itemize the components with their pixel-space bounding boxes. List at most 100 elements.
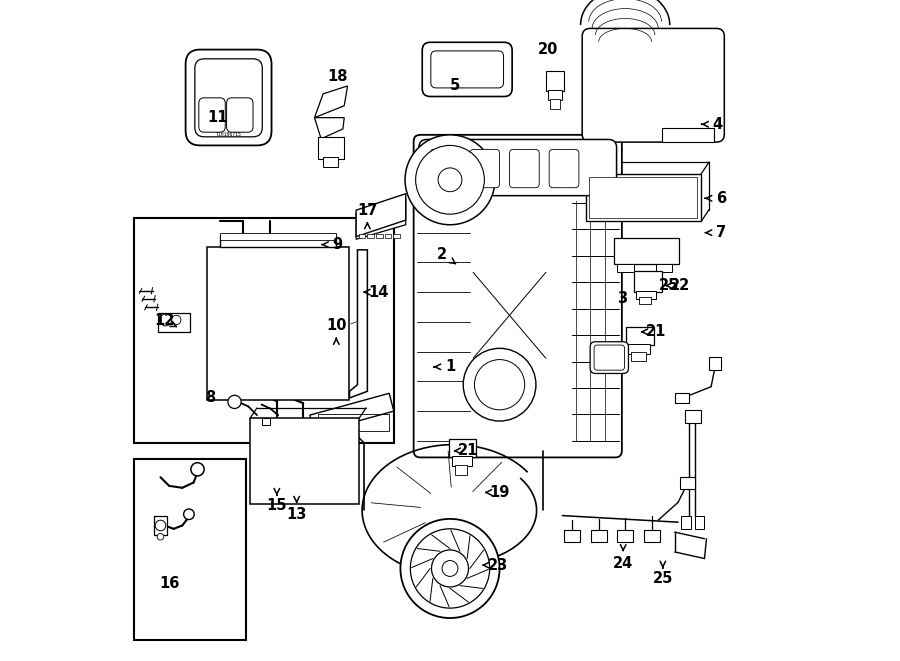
Text: 11: 11	[207, 110, 228, 125]
Circle shape	[184, 509, 194, 520]
Text: 15: 15	[266, 498, 287, 513]
Polygon shape	[356, 194, 406, 237]
Circle shape	[160, 314, 172, 326]
Bar	[359, 234, 365, 238]
Text: 2: 2	[437, 247, 447, 262]
Text: 17: 17	[357, 203, 378, 217]
Bar	[393, 234, 400, 238]
Bar	[662, 128, 715, 142]
Text: 13: 13	[286, 507, 307, 522]
Text: 18: 18	[328, 69, 348, 83]
Text: 21: 21	[458, 444, 479, 458]
Circle shape	[410, 529, 490, 608]
Circle shape	[474, 360, 525, 410]
FancyBboxPatch shape	[509, 149, 539, 188]
Bar	[318, 137, 344, 159]
Text: 22: 22	[670, 278, 690, 293]
Text: 25: 25	[660, 278, 680, 293]
FancyBboxPatch shape	[430, 149, 460, 188]
Text: 3: 3	[616, 292, 627, 306]
Bar	[695, 516, 705, 529]
Bar	[250, 418, 359, 504]
Text: 7: 7	[716, 225, 726, 240]
Text: 24: 24	[613, 556, 634, 570]
Text: 14: 14	[368, 285, 389, 299]
Bar	[452, 456, 472, 466]
Bar	[564, 530, 580, 542]
Text: 9: 9	[333, 237, 343, 252]
Bar	[590, 530, 607, 542]
Text: 6: 6	[716, 191, 726, 206]
Bar	[384, 234, 392, 238]
Bar	[207, 247, 349, 400]
FancyBboxPatch shape	[414, 135, 622, 457]
Polygon shape	[356, 198, 406, 239]
FancyBboxPatch shape	[594, 345, 625, 370]
Bar	[323, 157, 338, 167]
Polygon shape	[349, 250, 367, 398]
Circle shape	[438, 168, 462, 192]
Bar	[158, 313, 190, 332]
Polygon shape	[314, 118, 344, 139]
Bar	[685, 410, 701, 423]
Bar	[680, 477, 695, 489]
Text: 10: 10	[326, 318, 346, 332]
FancyBboxPatch shape	[199, 98, 225, 132]
Text: 8: 8	[205, 391, 216, 405]
Circle shape	[400, 519, 500, 618]
Bar	[614, 238, 679, 264]
Bar	[675, 393, 689, 403]
Polygon shape	[310, 393, 394, 433]
Circle shape	[442, 561, 458, 576]
FancyBboxPatch shape	[582, 28, 725, 142]
Bar	[455, 465, 467, 475]
FancyBboxPatch shape	[470, 149, 500, 188]
Bar	[634, 271, 661, 292]
Polygon shape	[314, 86, 347, 118]
Bar	[655, 264, 672, 272]
Bar	[318, 414, 389, 431]
Circle shape	[464, 348, 536, 421]
Circle shape	[405, 135, 495, 225]
FancyBboxPatch shape	[227, 98, 253, 132]
Bar	[681, 516, 691, 529]
Text: 25: 25	[652, 571, 673, 586]
Circle shape	[172, 315, 181, 325]
FancyBboxPatch shape	[422, 42, 512, 97]
FancyBboxPatch shape	[418, 139, 616, 196]
Circle shape	[416, 145, 484, 214]
FancyBboxPatch shape	[185, 50, 272, 145]
Text: 23: 23	[488, 558, 508, 572]
Circle shape	[191, 463, 204, 476]
Bar	[709, 357, 721, 370]
Bar	[617, 264, 634, 272]
Text: 19: 19	[490, 485, 509, 500]
Text: 21: 21	[646, 325, 666, 339]
Bar	[590, 177, 698, 218]
Bar	[262, 418, 269, 425]
Text: 12: 12	[154, 313, 175, 328]
Bar	[134, 218, 394, 443]
Bar	[367, 234, 374, 238]
Bar	[631, 352, 645, 361]
Bar	[636, 291, 656, 299]
Bar	[154, 516, 167, 535]
Bar	[449, 439, 476, 457]
Bar	[644, 530, 660, 542]
Bar	[134, 459, 247, 640]
Bar	[551, 99, 560, 109]
Circle shape	[155, 520, 166, 531]
FancyBboxPatch shape	[195, 59, 262, 137]
Bar	[626, 327, 653, 345]
FancyBboxPatch shape	[590, 342, 628, 373]
Circle shape	[431, 550, 469, 587]
Text: T10186715: T10186715	[216, 132, 241, 137]
Bar	[586, 174, 701, 221]
Text: 1: 1	[445, 360, 455, 374]
Bar	[617, 530, 633, 542]
Circle shape	[158, 533, 164, 540]
Bar	[376, 234, 382, 238]
Bar	[220, 233, 336, 240]
FancyBboxPatch shape	[549, 149, 579, 188]
Bar	[548, 90, 562, 100]
